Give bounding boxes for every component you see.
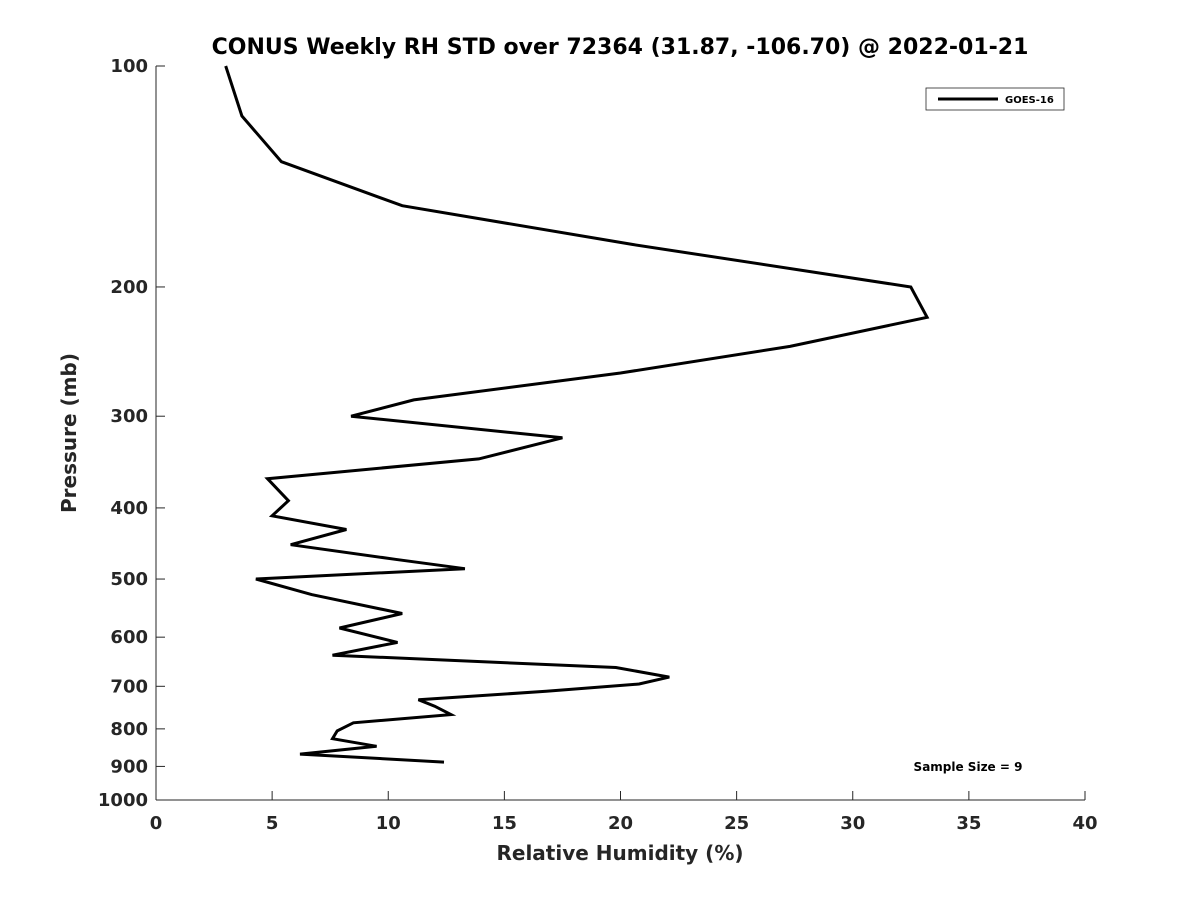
x-tick-label: 40 — [1072, 813, 1097, 834]
y-tick-label: 300 — [110, 406, 148, 427]
x-axis-label: Relative Humidity (%) — [496, 841, 743, 865]
x-tick-label: 20 — [608, 813, 633, 834]
x-tick-label: 25 — [724, 813, 749, 834]
y-tick-label: 200 — [110, 277, 148, 298]
y-tick-label: 900 — [110, 756, 148, 777]
y-tick-label: 800 — [110, 719, 148, 740]
series-line-goes-16 — [224, 65, 930, 764]
y-axis-label: Pressure (mb) — [57, 353, 81, 513]
x-tick-label: 5 — [266, 813, 279, 834]
x-tick-label: 30 — [840, 813, 865, 834]
y-tick-label: 400 — [110, 498, 148, 519]
x-ticks: 0 5 10 15 20 25 30 35 40 — [150, 791, 1098, 834]
legend: GOES-16 — [925, 87, 1065, 111]
x-tick-label: 0 — [150, 813, 163, 834]
series-lines — [224, 65, 930, 764]
x-tick-label: 35 — [956, 813, 981, 834]
y-tick-label: 500 — [110, 569, 148, 590]
sample-size-annotation: Sample Size = 9 — [914, 760, 1023, 774]
legend-label: GOES-16 — [1005, 95, 1054, 106]
y-tick-label: 100 — [110, 56, 148, 77]
y-tick-label: 600 — [110, 627, 148, 648]
y-tick-label: 700 — [110, 676, 148, 697]
y-tick-label: 1000 — [98, 790, 148, 811]
chart-title: CONUS Weekly RH STD over 72364 (31.87, -… — [212, 35, 1029, 60]
y-ticks: 100 200 300 400 500 600 700 800 900 1000 — [98, 56, 165, 811]
x-tick-label: 15 — [492, 813, 517, 834]
x-tick-label: 10 — [376, 813, 401, 834]
